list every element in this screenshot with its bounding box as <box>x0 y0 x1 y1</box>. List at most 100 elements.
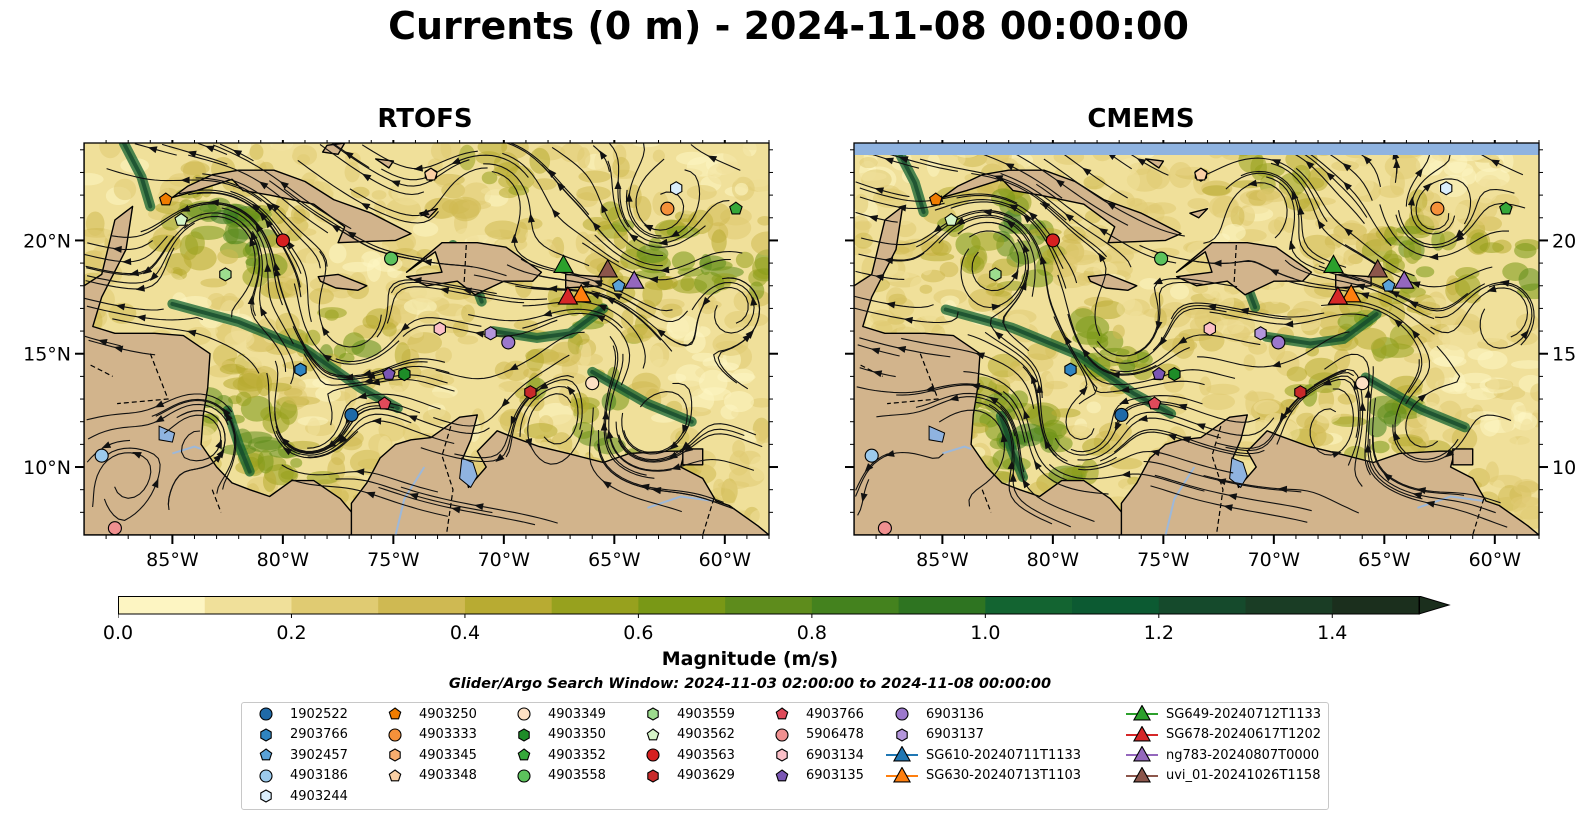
streamline-arrow <box>896 346 907 353</box>
marker-4903244 <box>670 181 683 196</box>
streamline-arrow <box>651 487 662 495</box>
legend-label: SG610-20240711T1133 <box>926 747 1082 763</box>
border-line <box>211 489 222 513</box>
streamline-arrow <box>97 339 108 346</box>
streamline-arrow <box>154 415 165 423</box>
legend-label: 4903345 <box>419 747 477 763</box>
legend-label: 4903629 <box>677 768 735 783</box>
marker-4903333 <box>660 201 675 216</box>
legend-label: 4903562 <box>677 727 735 742</box>
legend-item: 4903250 <box>375 705 477 723</box>
streamline-arrow <box>1177 403 1188 411</box>
marker-4903558 <box>384 251 399 266</box>
colorbar-segment <box>985 596 1073 614</box>
colorbar-segment <box>1072 596 1160 614</box>
x-tick-label: 60°W <box>699 549 752 571</box>
streamline-arrow <box>1119 397 1129 405</box>
legend-item: 4903186 <box>246 767 348 785</box>
streamline-arrow <box>1417 393 1427 403</box>
streamline-arrow <box>1022 243 1030 254</box>
streamline-arrow <box>474 330 485 338</box>
streamline-arrow <box>599 150 608 160</box>
map-panel-rtofs: 85°W 80°W 75°W 70°W 65°W 60°W 20°N 15°N 10°N <box>23 140 778 571</box>
marker-4903352 <box>1499 201 1513 215</box>
figure-title: Currents (0 m) - 2024-11-08 00:00:00 <box>388 4 1189 48</box>
streamline-arrow <box>658 238 668 246</box>
streamline-arrow <box>1486 285 1497 293</box>
streamline-arrow <box>1031 374 1038 385</box>
colorbar-segment <box>204 596 292 614</box>
streamline-arrow <box>1355 283 1366 291</box>
streamline-arrow <box>1455 229 1465 239</box>
colorbar-segment <box>638 596 726 614</box>
legend-label: 4903250 <box>419 706 477 722</box>
streamline-arrow <box>1326 171 1336 181</box>
border-line <box>1233 244 1237 284</box>
streamline-arrow <box>605 297 616 305</box>
streamline-arrow <box>955 217 966 225</box>
colorbar-tick-label: 1.0 <box>970 622 1001 644</box>
marker-4903333 <box>1430 201 1445 216</box>
legend-label: 4903186 <box>290 768 348 783</box>
streamline-arrow <box>1411 329 1421 339</box>
streamline-arrow <box>683 444 694 453</box>
streamline-arrow <box>357 392 368 400</box>
streamline-arrow <box>1343 181 1353 191</box>
land-polygon <box>1189 207 1209 219</box>
lake-polygon <box>158 425 176 443</box>
streamline-arrow <box>671 463 681 471</box>
streamline-arrow <box>265 202 275 212</box>
streamline-arrow <box>213 453 223 463</box>
legend-marker-icon <box>1126 705 1158 721</box>
streamline-arrow <box>258 181 269 190</box>
streamline-arrow <box>682 424 689 434</box>
map-frame <box>83 142 770 536</box>
legend-marker-icon <box>259 707 273 721</box>
x-tick-label: 60°W <box>1469 549 1522 571</box>
streamline-arrow <box>1284 320 1294 328</box>
streamline-arrow <box>264 262 272 272</box>
legend-item: 6903137 <box>882 726 984 744</box>
streamline-arrow <box>1490 159 1500 167</box>
marker-1902522 <box>1114 407 1129 422</box>
streamline-arrow <box>346 231 357 239</box>
border-line <box>1211 426 1224 535</box>
y-tick-label: 10°N <box>1552 457 1577 479</box>
streamline-arrow <box>884 157 894 165</box>
streamline-arrow <box>413 164 424 172</box>
streamline-arrow <box>1008 204 1019 212</box>
streamline-arrow <box>567 385 576 396</box>
legend-item: 4903562 <box>633 726 735 744</box>
legend-marker-icon <box>647 768 659 783</box>
streamline-arrow <box>1359 401 1367 411</box>
marker-ng783-20240807T0000 <box>623 270 645 289</box>
streamline-arrow <box>1455 233 1465 242</box>
streamline-arrow <box>1082 348 1091 358</box>
streamline-arrow <box>1106 202 1117 210</box>
streamline-arrow <box>1082 167 1092 176</box>
streamline-arrow <box>1033 460 1042 470</box>
y-tick-label: 10°N <box>23 457 71 479</box>
streamline-arrow <box>147 146 158 154</box>
streamline-arrow <box>451 506 461 514</box>
streamline-arrow <box>215 439 222 450</box>
streamline-arrow <box>510 415 518 426</box>
x-tick-label: 75°W <box>367 549 420 571</box>
streamline-arrow <box>113 345 124 353</box>
legend-marker-icon <box>1126 746 1158 762</box>
land-polygon <box>1145 158 1165 169</box>
streamline-arrow <box>1284 406 1293 417</box>
marker-SG678-20240617T1202 <box>1327 285 1349 305</box>
marker-3902457 <box>611 278 626 292</box>
legend-marker-icon <box>259 768 273 783</box>
streamline-arrow <box>344 151 354 160</box>
legend-item: 5906478 <box>762 726 864 744</box>
streamline-arrow <box>1000 433 1008 443</box>
legend-item: 4903333 <box>375 726 477 744</box>
x-tick-label: 65°W <box>1358 549 1411 571</box>
streamline-arrow <box>1305 160 1315 170</box>
legend-label: 4903352 <box>548 747 606 763</box>
colorbar-label: Magnitude (m/s) <box>661 648 839 670</box>
border-line <box>117 353 169 405</box>
streamline-arrow <box>1023 214 1033 223</box>
